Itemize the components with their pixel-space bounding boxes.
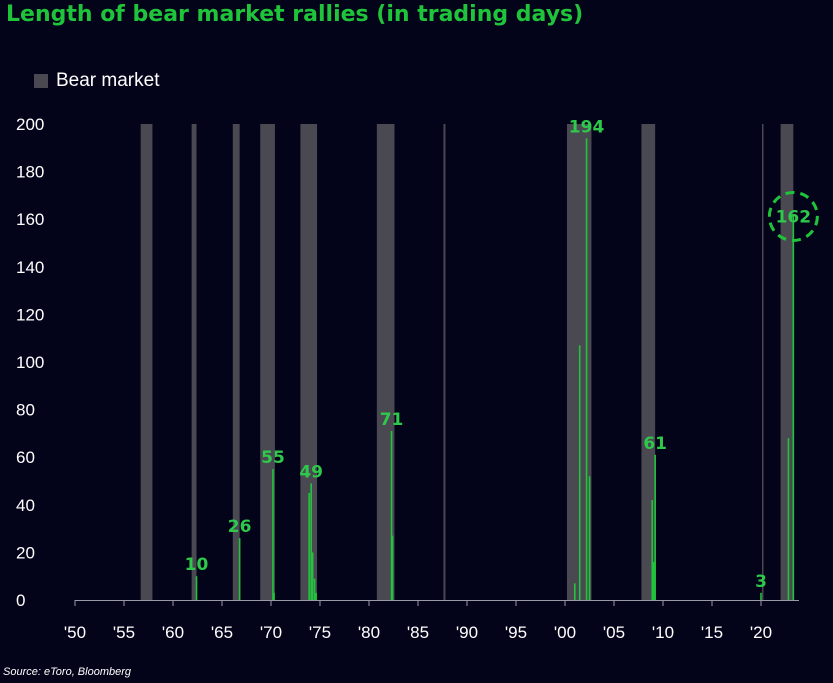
data-label-6: 61	[643, 434, 667, 454]
data-label-4: 71	[380, 410, 404, 430]
legend-swatch-bear-market	[34, 74, 48, 88]
legend: Bear market	[34, 70, 159, 92]
bear-market-band-1	[191, 124, 197, 600]
data-label-8: 162	[776, 207, 812, 227]
rally-bar-3	[273, 592, 275, 600]
rally-bar-20	[792, 214, 795, 600]
bear-market-band-2	[232, 124, 240, 600]
source-note: Source: eToro, Bloomberg	[3, 666, 131, 678]
rally-bar-4	[308, 492, 311, 600]
data-label-2: 55	[261, 448, 285, 468]
bear-market-band-3	[260, 124, 275, 600]
rally-bar-0	[195, 576, 198, 600]
rally-bar-18	[760, 592, 762, 600]
highlight-circle	[767, 190, 819, 242]
x-tick-label-11: '05	[603, 623, 625, 642]
x-tick-label-1: '55	[113, 623, 135, 642]
bear-market-band-8	[641, 124, 656, 600]
data-label-5: 194	[569, 117, 605, 137]
x-tick-label-7: '85	[407, 623, 429, 642]
x-tick-label-13: '15	[701, 623, 723, 642]
rally-bar-14	[588, 476, 591, 600]
rally-bar-15	[651, 500, 654, 600]
bear-market-band-4	[300, 124, 318, 600]
rally-bar-2	[272, 469, 274, 600]
x-tick-label-9: '95	[505, 623, 527, 642]
rally-bar-6	[311, 552, 314, 600]
data-label-0: 10	[185, 555, 209, 575]
bear-market-band-5	[376, 124, 395, 600]
bear-market-band-9	[761, 124, 764, 600]
bear-market-band-0	[140, 124, 153, 600]
rally-bar-8	[315, 592, 317, 600]
rally-bar-1	[238, 538, 241, 600]
x-tick-label-0: '50	[64, 623, 86, 642]
y-tick-label-7: 140	[16, 258, 44, 277]
chart-title: Length of bear market rallies (in tradin…	[6, 2, 584, 27]
data-label-1: 26	[228, 517, 252, 537]
bear-market-band-10	[780, 124, 794, 600]
x-tick-label-10: '00	[554, 623, 576, 642]
y-tick-label-0: 0	[16, 591, 25, 610]
rally-bar-11	[574, 583, 576, 600]
rally-bar-19	[787, 438, 790, 600]
rally-bar-10	[391, 535, 394, 600]
rally-bar-16	[652, 561, 655, 600]
rally-bar-13	[585, 138, 588, 600]
data-label-3: 49	[299, 462, 323, 482]
rally-bar-17	[654, 454, 656, 600]
y-tick-label-2: 40	[16, 496, 35, 515]
x-tick-label-12: '10	[652, 623, 674, 642]
y-tick-label-6: 120	[16, 305, 44, 324]
y-tick-label-4: 80	[16, 401, 35, 420]
x-tick-label-5: '75	[309, 623, 331, 642]
x-tick-label-2: '60	[162, 623, 184, 642]
y-tick-label-5: 100	[16, 353, 44, 372]
x-tick-label-14: '20	[750, 623, 772, 642]
y-tick-label-10: 200	[16, 115, 44, 134]
x-tick-label-6: '80	[358, 623, 380, 642]
data-label-7: 3	[755, 572, 767, 592]
x-tick-label-4: '70	[260, 623, 282, 642]
rally-bar-9	[390, 431, 393, 600]
x-tick-label-3: '65	[211, 623, 233, 642]
legend-label-bear-market: Bear market	[56, 70, 160, 91]
y-tick-label-9: 180	[16, 163, 44, 182]
rally-bar-5	[310, 483, 312, 600]
y-tick-label-1: 20	[16, 543, 35, 562]
y-tick-label-3: 60	[16, 448, 35, 467]
y-tick-label-8: 160	[16, 210, 44, 229]
bear-market-band-6	[443, 124, 446, 600]
rally-bar-12	[578, 345, 581, 600]
x-tick-label-8: '90	[456, 623, 478, 642]
rally-bar-7	[313, 578, 316, 600]
